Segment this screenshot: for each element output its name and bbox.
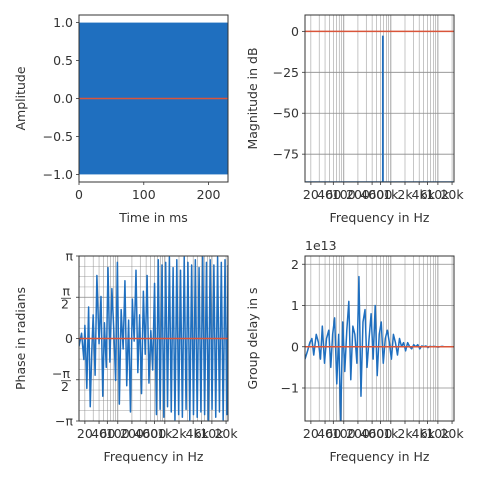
x-tick-label: 100 <box>332 426 356 441</box>
y-tick-label: −75 <box>273 147 299 162</box>
x-tick-label: 100 <box>132 187 156 202</box>
x-tick-label: 10k <box>200 426 224 441</box>
y-tick-label: −1 <box>281 381 299 396</box>
x-tick-label: 100 <box>106 426 130 441</box>
x-tick-label: 600 <box>142 426 166 441</box>
y-tick-label: −25 <box>273 65 299 80</box>
x-tick-label: 40 <box>317 187 333 202</box>
y-tick-label: 2 <box>61 379 69 394</box>
x-axis-label: Time in ms <box>118 210 188 225</box>
signal-line <box>305 35 454 182</box>
x-tick-label: 20 <box>77 426 93 441</box>
y-tick-label: 1 <box>291 298 299 313</box>
x-tick-label: 4k <box>412 187 428 202</box>
x-tick-label: 20k <box>440 187 464 202</box>
x-tick-label: 200 <box>197 187 221 202</box>
y-axis-label: Phase in radians <box>13 287 28 390</box>
x-tick-label: 60 <box>325 426 341 441</box>
offset-text: 1e13 <box>305 238 337 253</box>
x-tick-label: 20k <box>440 426 464 441</box>
x-tick-label: 0 <box>75 187 83 202</box>
plot-area <box>79 256 228 421</box>
x-tick-label: 6k <box>420 187 436 202</box>
x-tick-label: 2k <box>397 187 413 202</box>
x-tick-label: 10k <box>426 187 450 202</box>
y-axis-label: Amplitude <box>13 66 28 130</box>
signal-line <box>79 256 228 421</box>
x-tick-label: 20 <box>303 426 319 441</box>
y-tick-label: 0.5 <box>53 53 73 68</box>
axes-frame <box>304 255 455 422</box>
signal-line <box>305 275 454 421</box>
x-tick-label: 60 <box>99 426 115 441</box>
x-tick-label: 2k <box>171 426 187 441</box>
y-tick-label: −π <box>55 414 73 429</box>
x-tick-label: 2k <box>397 426 413 441</box>
x-tick-label: 20k <box>214 426 238 441</box>
x-tick-label: 4k <box>186 426 202 441</box>
x-tick-label: 4k <box>412 426 428 441</box>
y-tick-label: 2 <box>291 257 299 272</box>
y-ticks: 0 −25 −50 −75 <box>273 24 305 162</box>
x-tick-label: 1k <box>383 187 399 202</box>
plot-area <box>305 30 454 182</box>
y-tick-label: −1.0 <box>43 167 73 182</box>
y-axis-label: Magnitude in dB <box>245 47 260 149</box>
y-tick-label: 2 <box>61 296 69 311</box>
y-tick-label: 0 <box>291 339 299 354</box>
y-tick-label: π <box>65 249 73 264</box>
x-tick-label: 6k <box>420 426 436 441</box>
x-tick-label: 40 <box>317 426 333 441</box>
plot-area <box>79 22 228 175</box>
y-tick-label: −0.5 <box>43 129 73 144</box>
x-tick-label: 200 <box>346 426 370 441</box>
y-tick-label: 0 <box>65 331 73 346</box>
y-tick-label: −π <box>52 366 70 381</box>
y-tick-label: π <box>62 283 70 298</box>
x-tick-label: 600 <box>368 426 392 441</box>
x-ticks: 0 100 200 <box>75 182 221 202</box>
x-tick-label: 60 <box>325 187 341 202</box>
y-ticks: −1 0 1 2 <box>281 257 305 396</box>
time-signal-panel: 0 100 200 −1.0 −0.5 0.0 0.5 1.0 Time in ms Amplit… <box>13 14 229 225</box>
x-tick-label: 600 <box>368 187 392 202</box>
x-axis-label: Frequency in Hz <box>330 449 430 464</box>
phase-panel: 2040601002004006001k2k4k6k10k20k−π−π20π2… <box>13 249 238 465</box>
x-tick-label: 20 <box>303 187 319 202</box>
x-tick-label: 400 <box>360 426 384 441</box>
x-tick-label: 200 <box>346 187 370 202</box>
x-tick-label: 400 <box>134 426 158 441</box>
x-tick-label: 1k <box>383 426 399 441</box>
axes-frame <box>304 14 455 183</box>
y-axis-label: Group delay in s <box>245 287 260 389</box>
y-ticks: −1.0 −0.5 0.0 0.5 1.0 <box>43 15 79 182</box>
x-tick-label: 40 <box>91 426 107 441</box>
x-tick-label: 6k <box>194 426 210 441</box>
y-tick-label: 0.0 <box>53 91 73 106</box>
x-tick-label: 100 <box>332 187 356 202</box>
y-tick-label: 0 <box>291 24 299 39</box>
y-tick-label: −50 <box>273 106 299 121</box>
y-tick-label: 1.0 <box>53 15 73 30</box>
x-axis-label: Frequency in Hz <box>104 449 204 464</box>
x-tick-label: 400 <box>360 187 384 202</box>
x-tick-label: 200 <box>120 426 144 441</box>
x-tick-label: 10k <box>426 426 450 441</box>
grid <box>305 15 454 182</box>
plot-area <box>305 275 454 421</box>
x-axis-label: Frequency in Hz <box>330 210 430 225</box>
x-tick-label: 1k <box>157 426 173 441</box>
